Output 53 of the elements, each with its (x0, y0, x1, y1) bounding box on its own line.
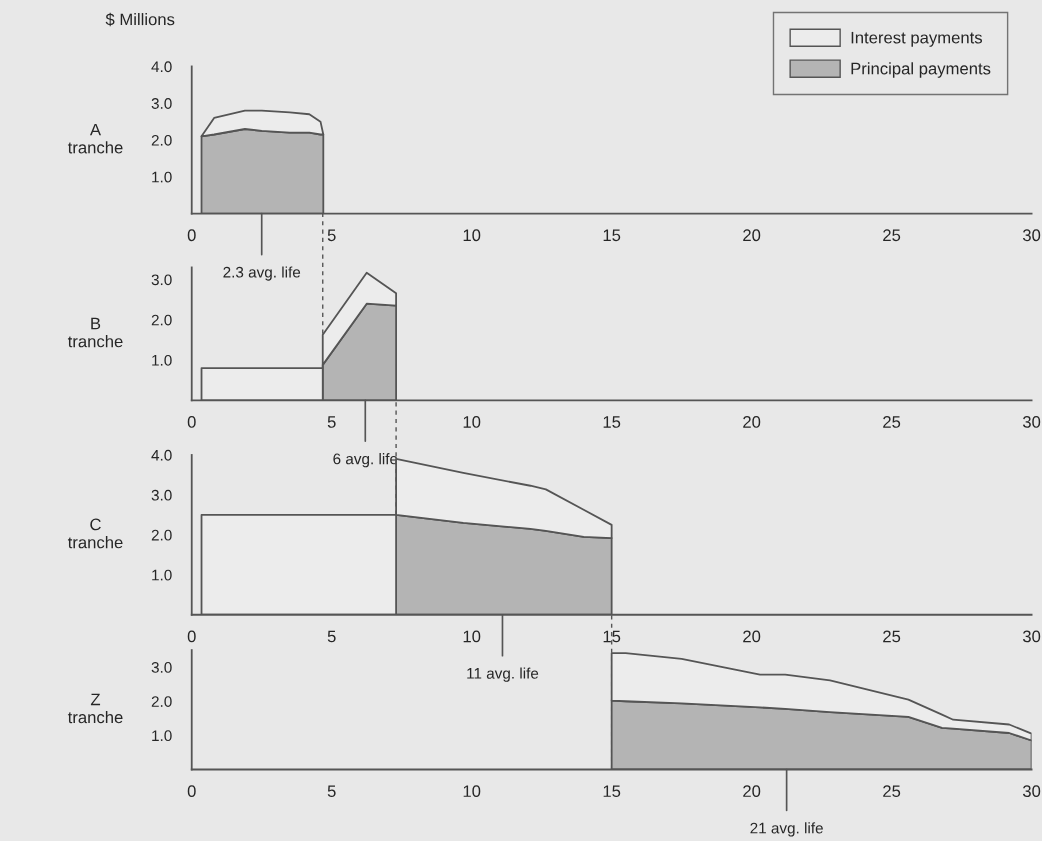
x-tick-label: 5 (327, 630, 336, 643)
y-tick-label: 2.0 (151, 696, 172, 707)
x-tick-label: 30 (1022, 785, 1041, 798)
x-tick-label: 0 (187, 229, 196, 242)
x-tick-label: 30 (1022, 229, 1041, 242)
x-tick-label: 20 (743, 630, 761, 643)
y-tick-label: 3.0 (151, 489, 172, 501)
x-tick-label: 5 (327, 416, 336, 428)
y-axis-title: B tranche (67, 317, 123, 348)
x-tick-label: 15 (603, 416, 621, 428)
annotation: 21 avg. life (750, 822, 823, 837)
x-tick-label: 20 (743, 785, 761, 798)
x-tick-label: 20 (743, 416, 761, 428)
annotation: 11 avg. life (467, 667, 539, 682)
x-tick-label: 5 (327, 785, 336, 798)
x-tick-label: 10 (463, 630, 481, 643)
legend-label: Interest payments (851, 31, 983, 47)
y-tick-label: 1.0 (152, 569, 172, 581)
x-tick-label: 10 (463, 416, 481, 428)
x-tick-label: 30 (1022, 630, 1041, 643)
y-tick-label: 4.0 (151, 61, 172, 73)
x-tick-label: 0 (187, 630, 196, 643)
y-tick-label: 2.0 (151, 529, 172, 541)
x-tick-label: 30 (1022, 416, 1041, 428)
x-tick-label: 10 (463, 785, 481, 798)
x-tick-label: 25 (883, 229, 901, 242)
x-tick-label: 5 (327, 229, 336, 242)
x-tick-label: 25 (883, 416, 901, 428)
x-tick-label: 15 (603, 229, 621, 242)
x-tick-label: 15 (603, 785, 621, 798)
legend-label: Principal payments (851, 62, 991, 78)
x-tick-label: 0 (187, 785, 196, 798)
annotation: 6 avg. life (333, 453, 398, 468)
y-tick-label: 2.0 (151, 314, 172, 326)
annotation: 2.3 avg. life (223, 266, 301, 281)
x-tick-label: 25 (883, 630, 901, 643)
x-tick-label: 15 (603, 630, 621, 643)
y-axis-title: Z tranche (67, 693, 123, 724)
y-tick-label: 1.0 (152, 171, 172, 183)
y-tick-label: 3.0 (151, 274, 172, 286)
x-tick-label: 10 (463, 229, 481, 242)
x-tick-label: 25 (883, 785, 901, 798)
y-tick-label: 1.0 (152, 730, 172, 742)
x-tick-label: 20 (743, 229, 761, 242)
y-tick-label: 1.0 (152, 354, 172, 366)
y-axis-title: A tranche (67, 123, 123, 154)
text: $ Millions (105, 12, 175, 27)
y-tick-label: 4.0 (151, 449, 172, 461)
x-tick-label: 0 (187, 416, 196, 428)
y-tick-label: 3.0 (151, 662, 172, 673)
y-tick-label: 2.0 (151, 134, 172, 146)
y-axis-title: C tranche (67, 518, 123, 549)
y-tick-label: 3.0 (151, 98, 172, 109)
